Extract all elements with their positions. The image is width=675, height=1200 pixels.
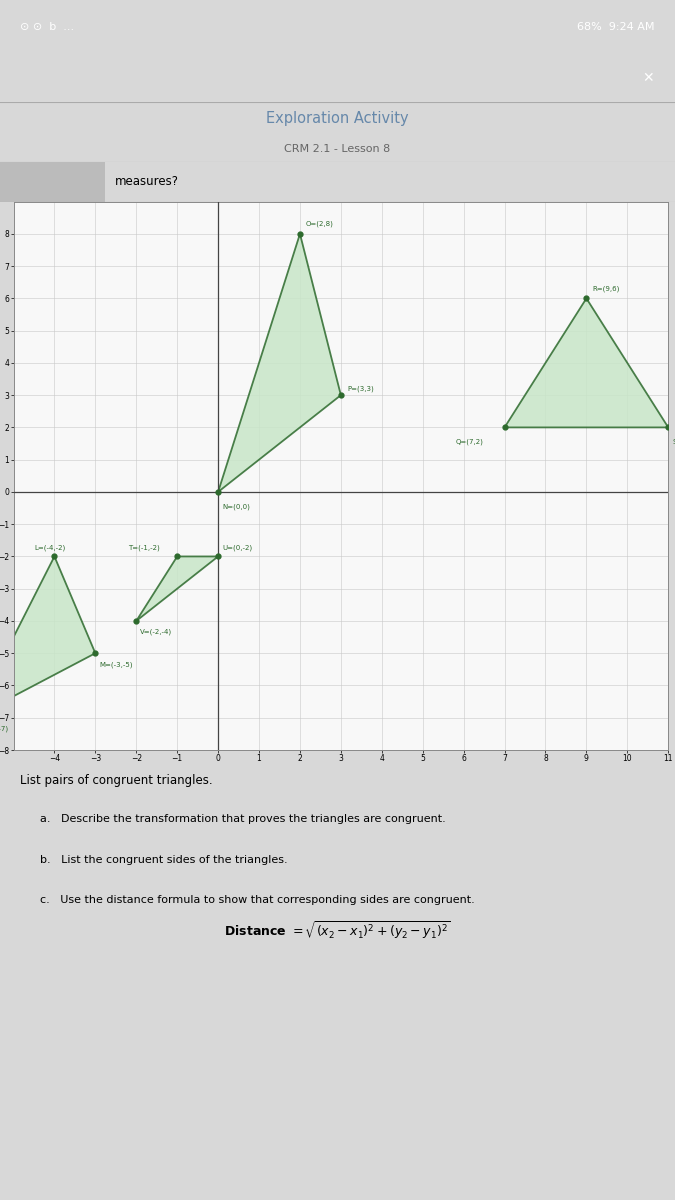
Text: O=(2,8): O=(2,8)	[306, 221, 334, 227]
Text: measures?: measures?	[115, 175, 179, 188]
Text: L=(-4,-2): L=(-4,-2)	[34, 545, 65, 552]
Text: 68%  9:24 AM: 68% 9:24 AM	[577, 22, 655, 32]
Text: U=(0,-2): U=(0,-2)	[222, 545, 252, 552]
Text: P=(3,3): P=(3,3)	[347, 385, 374, 392]
Polygon shape	[136, 557, 218, 620]
Polygon shape	[0, 557, 95, 718]
Text: a.   Describe the transformation that proves the triangles are congruent.: a. Describe the transformation that prov…	[40, 815, 446, 824]
Text: b.   List the congruent sides of the triangles.: b. List the congruent sides of the trian…	[40, 854, 288, 865]
Text: Q=(7,2): Q=(7,2)	[456, 438, 483, 445]
Text: M=(-3,-5): M=(-3,-5)	[99, 661, 133, 667]
Text: c.   Use the distance formula to show that corresponding sides are congruent.: c. Use the distance formula to show that…	[40, 895, 475, 905]
Text: N=(0,0): N=(0,0)	[222, 503, 250, 510]
Text: S=(11,2): S=(11,2)	[672, 438, 675, 445]
Text: CRM 2.1 - Lesson 8: CRM 2.1 - Lesson 8	[284, 144, 391, 154]
Text: V=(-2,-4): V=(-2,-4)	[140, 629, 173, 635]
FancyBboxPatch shape	[0, 162, 105, 202]
Text: List pairs of congruent triangles.: List pairs of congruent triangles.	[20, 774, 213, 787]
Text: Exploration Activity: Exploration Activity	[266, 112, 409, 126]
Text: K=(-6,-7): K=(-6,-7)	[0, 726, 9, 732]
Polygon shape	[218, 234, 341, 492]
Text: ✕: ✕	[642, 71, 654, 85]
Polygon shape	[504, 299, 668, 427]
Text: R=(9,6): R=(9,6)	[593, 286, 620, 292]
Text: Distance $=\sqrt{(x_2- x_1)^2+ (y_2- y_1)^2}$: Distance $=\sqrt{(x_2- x_1)^2+ (y_2- y_1…	[224, 920, 451, 942]
Text: T=(-1,-2): T=(-1,-2)	[128, 545, 160, 552]
Text: ⊙ ⊙  b  ...: ⊙ ⊙ b ...	[20, 22, 74, 32]
